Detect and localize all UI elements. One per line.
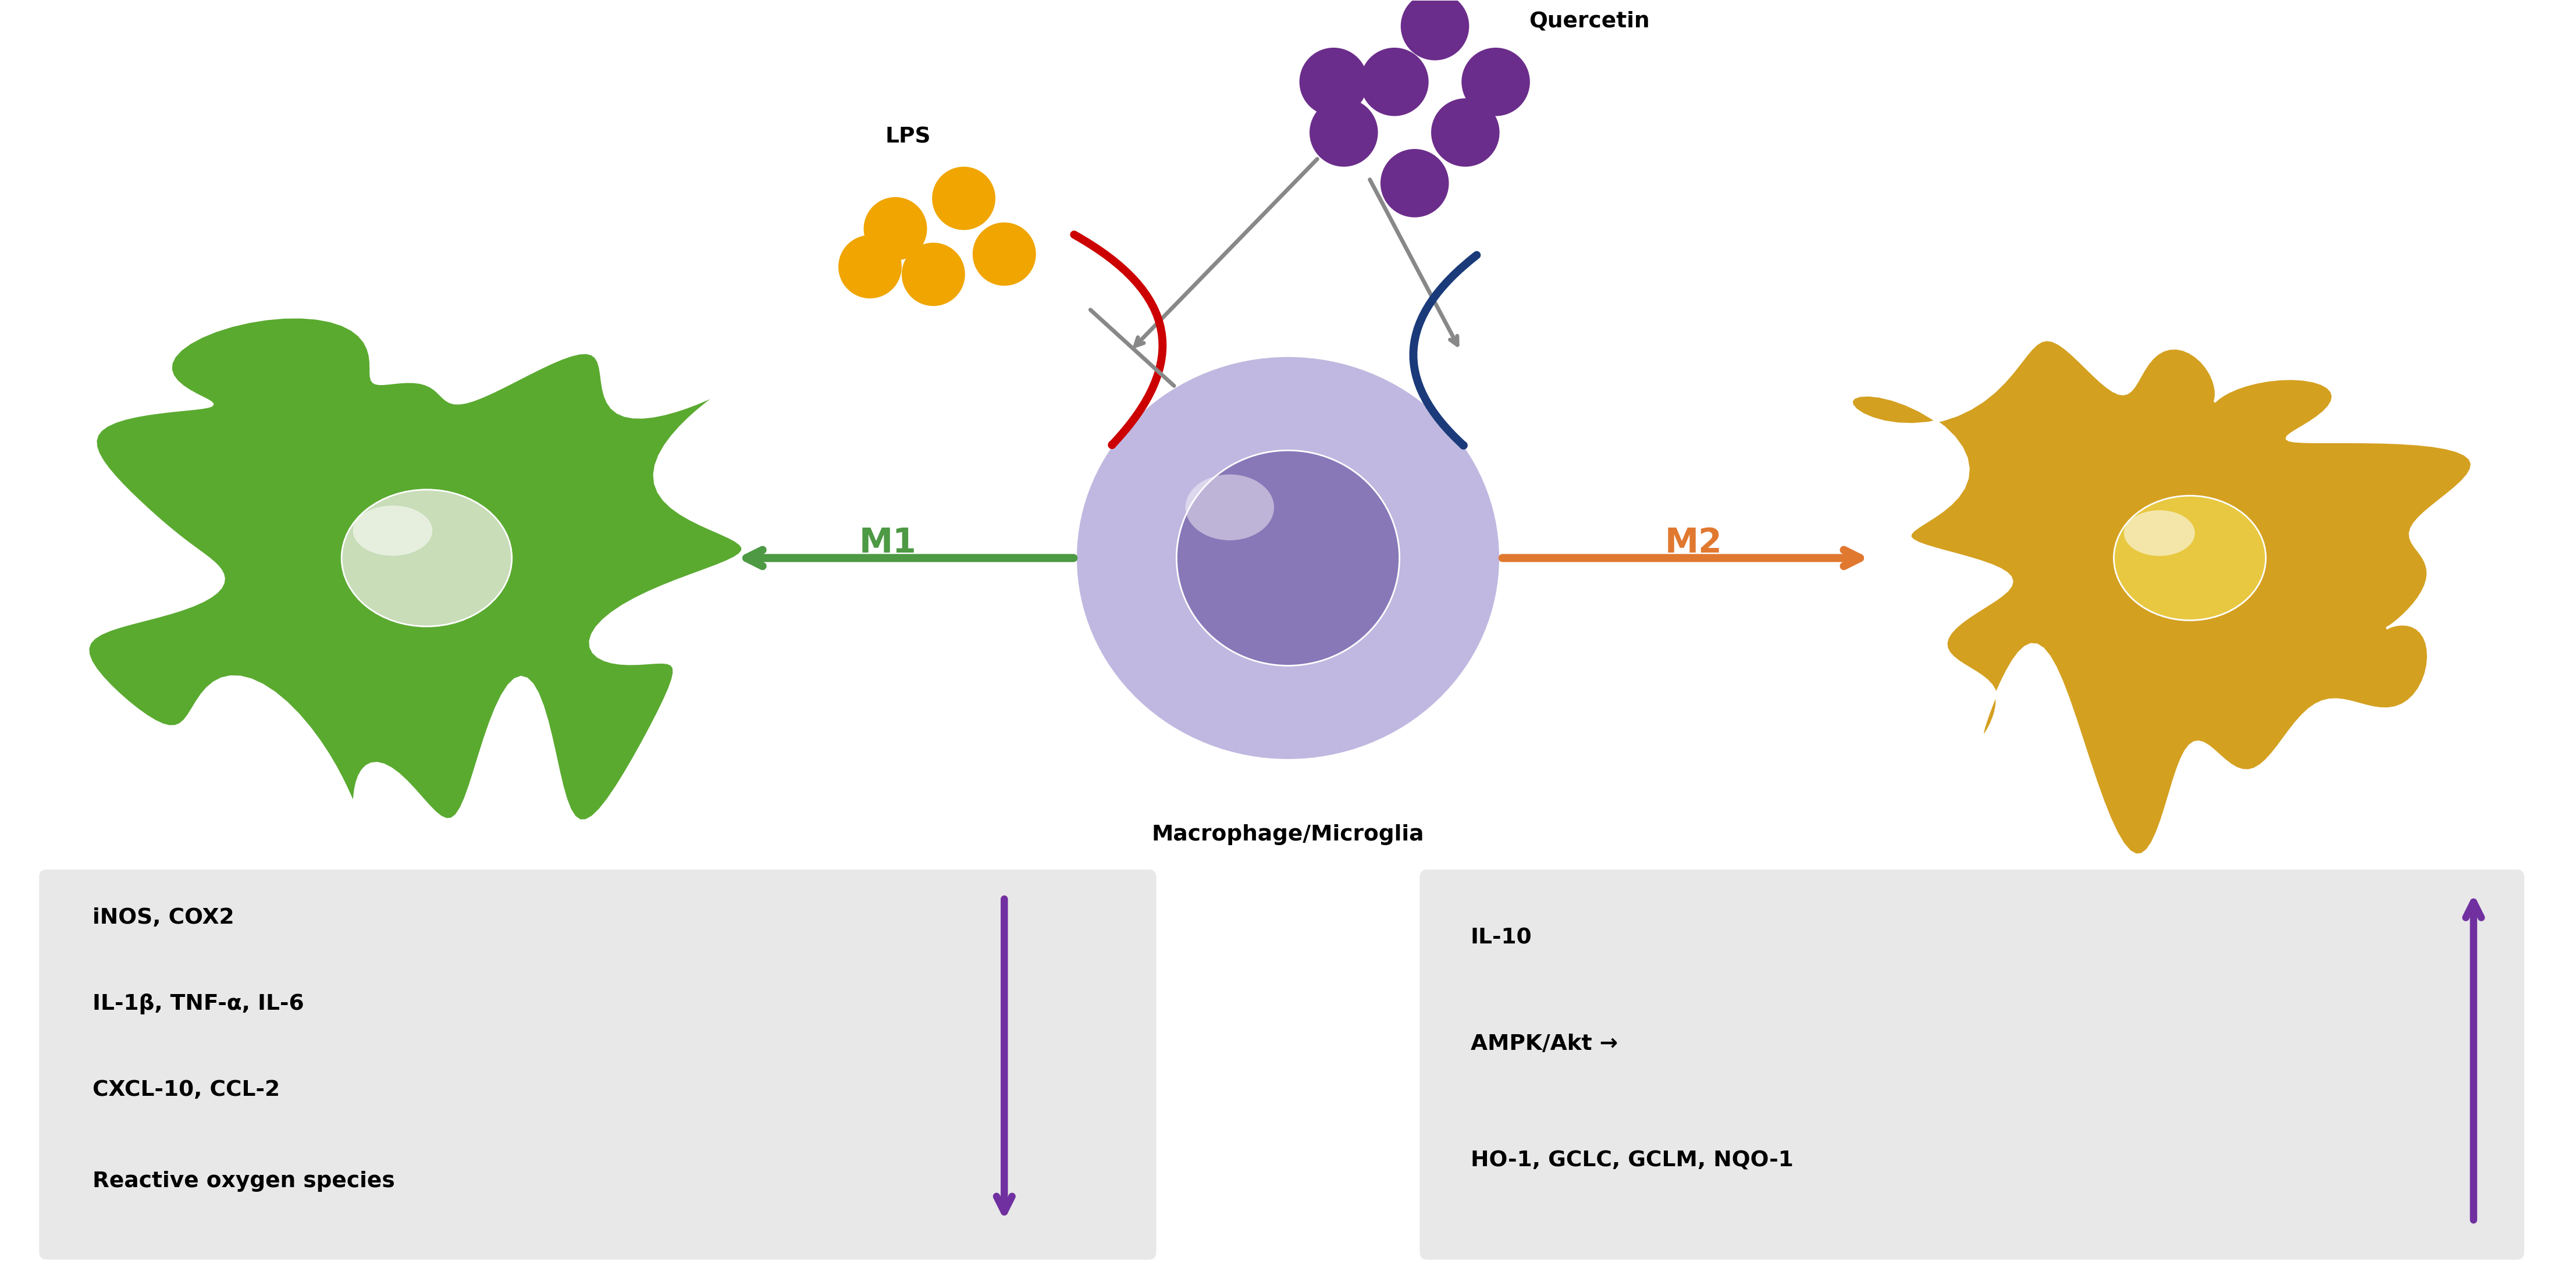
- Circle shape: [974, 222, 1036, 285]
- Ellipse shape: [1185, 474, 1275, 540]
- Ellipse shape: [343, 489, 513, 626]
- Ellipse shape: [1177, 450, 1399, 666]
- Text: Quercetin: Quercetin: [1528, 10, 1649, 32]
- Text: iNOS, COX2: iNOS, COX2: [93, 907, 234, 928]
- Circle shape: [1401, 0, 1468, 61]
- Circle shape: [1381, 148, 1448, 217]
- Circle shape: [1432, 99, 1499, 166]
- Circle shape: [1298, 48, 1368, 117]
- Ellipse shape: [2115, 496, 2267, 620]
- Circle shape: [902, 242, 966, 306]
- Text: AMPK/Akt →: AMPK/Akt →: [1471, 1033, 1618, 1055]
- FancyBboxPatch shape: [39, 870, 1157, 1259]
- Circle shape: [837, 235, 902, 298]
- Circle shape: [1360, 48, 1430, 117]
- Ellipse shape: [1074, 355, 1502, 761]
- FancyArrowPatch shape: [1414, 255, 1476, 445]
- Text: HO-1, GCLC, GCLM, NQO-1: HO-1, GCLC, GCLM, NQO-1: [1471, 1150, 1793, 1172]
- Text: Reactive oxygen species: Reactive oxygen species: [93, 1170, 394, 1192]
- Polygon shape: [88, 317, 742, 820]
- Polygon shape: [1852, 340, 2473, 855]
- Text: IL-1β, TNF-α, IL-6: IL-1β, TNF-α, IL-6: [93, 993, 304, 1014]
- Circle shape: [863, 197, 927, 260]
- Text: Macrophage/Microglia: Macrophage/Microglia: [1151, 824, 1425, 844]
- Text: M1: M1: [858, 526, 917, 559]
- Circle shape: [1309, 99, 1378, 166]
- FancyBboxPatch shape: [1419, 870, 2524, 1259]
- Text: M2: M2: [1664, 526, 1721, 559]
- Circle shape: [933, 166, 994, 230]
- FancyArrowPatch shape: [1074, 235, 1162, 445]
- Text: LPS: LPS: [886, 127, 930, 147]
- Ellipse shape: [353, 506, 433, 555]
- Text: IL-10: IL-10: [1471, 927, 1533, 948]
- Circle shape: [1461, 48, 1530, 117]
- Text: CXCL-10, CCL-2: CXCL-10, CCL-2: [93, 1079, 281, 1101]
- Ellipse shape: [2125, 510, 2195, 555]
